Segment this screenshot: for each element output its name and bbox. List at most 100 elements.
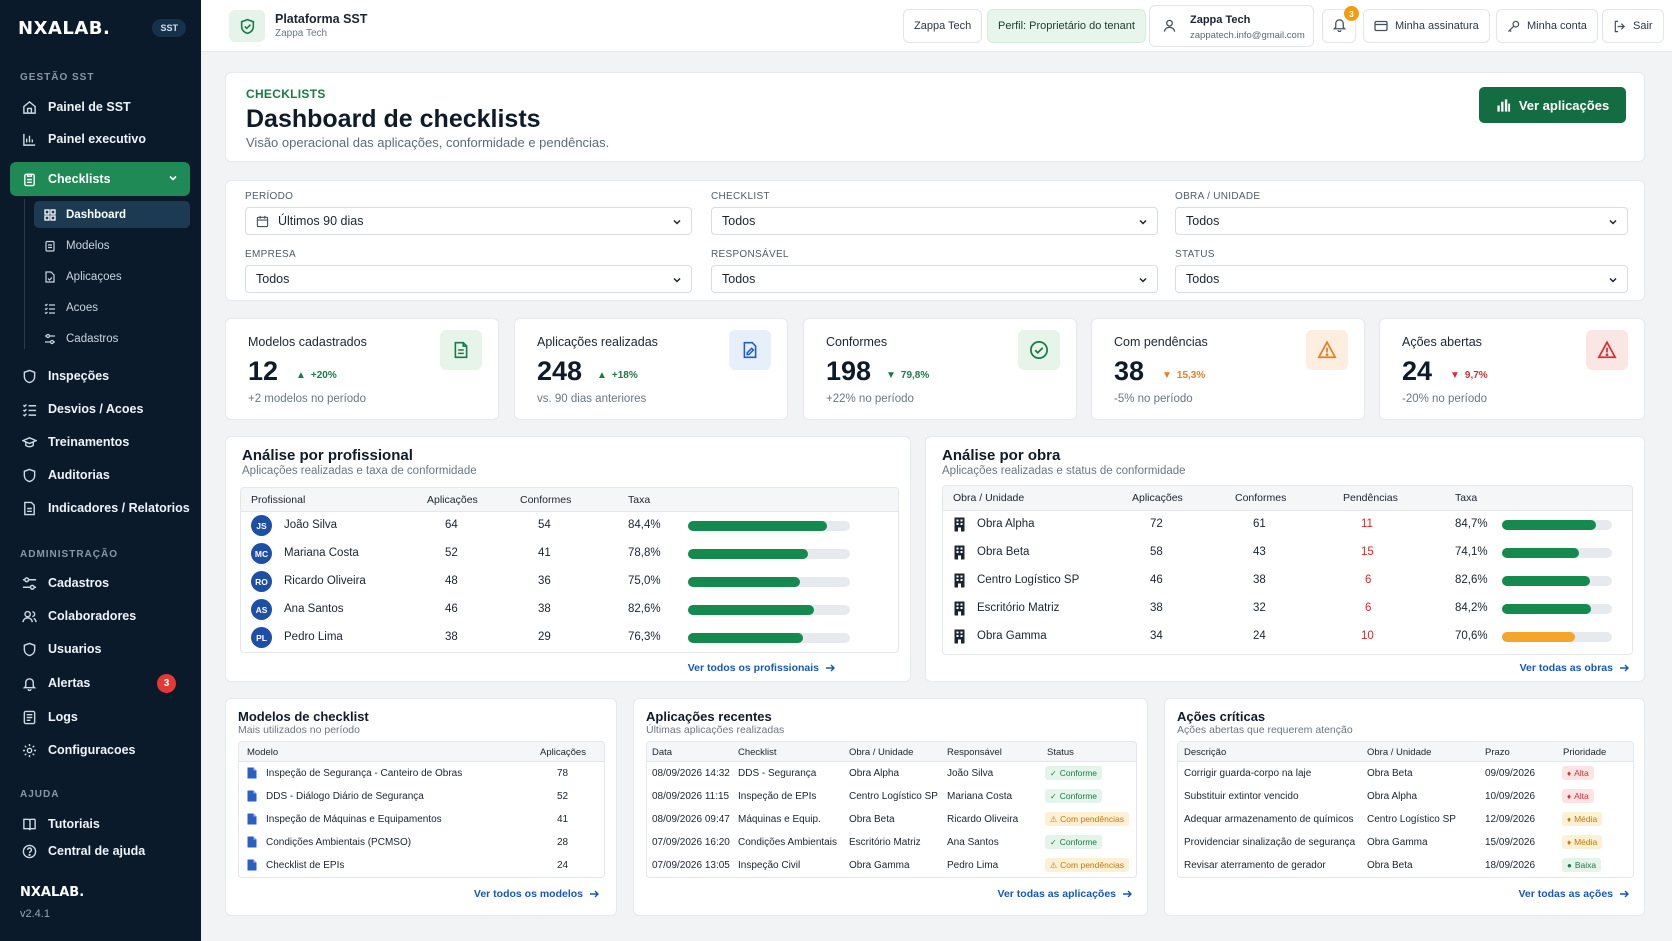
table-row[interactable]: AS Ana Santos 46 38 82,6% [241, 596, 898, 624]
table-row[interactable]: DDS - Diálogo Diário de Segurança 52 [239, 785, 604, 808]
tenant-label: Zappa Tech [914, 20, 972, 32]
check-circle-icon: ✓ [1050, 768, 1057, 778]
sidebar-subitem-cadastros[interactable]: Cadastros [34, 325, 190, 352]
sidebar-subitem-dashboard[interactable]: Dashboard [34, 201, 190, 228]
table-row[interactable]: Obra Gamma 34 24 10 70,6% [943, 623, 1632, 651]
column-header: Obra / Unidade [849, 747, 914, 758]
sidebar-item-label: Colaboradores [48, 609, 137, 623]
table-row[interactable]: Obra Alpha 72 61 11 84,7% [943, 511, 1632, 539]
sidebar-item-logs[interactable]: Logs [10, 702, 190, 732]
subscription-label: Minha assinatura [1395, 20, 1479, 32]
link-label: Ver todas as obras [1519, 662, 1613, 674]
table-row[interactable]: Providenciar sinalização de segurança Obr… [1178, 831, 1633, 854]
table-row[interactable]: 08/09/2026 14:32 DDS - Segurança Obra Alph… [647, 762, 1136, 785]
checklist-name: Condições Ambientais [738, 837, 837, 848]
sidebar-item-painel-sst[interactable]: Painel de SST [10, 92, 190, 122]
sidebar-subitem-aplicacoes[interactable]: Aplicaçoes [34, 263, 190, 290]
account-button[interactable]: Minha conta [1496, 9, 1598, 43]
view-all-applications-link[interactable]: Ver todas as aplicações [998, 888, 1133, 900]
sidebar-item-indicadores[interactable]: Indicadores / Relatorios [10, 493, 190, 523]
table-row[interactable]: Corrigir guarda-corpo na laje Obra Beta 09… [1178, 762, 1633, 785]
filter-obra-select[interactable]: Todos [1175, 207, 1628, 235]
sidebar-item-auditorias[interactable]: Auditorias [10, 460, 190, 490]
list-check-icon [43, 301, 57, 315]
logo[interactable]: NXALAB. [18, 18, 111, 39]
sidebar-subitem-acoes[interactable]: Acoes [34, 294, 190, 321]
table-row[interactable]: Inspeção de Segurança - Canteiro de Obra… [239, 762, 604, 785]
compliant-count: 43 [1253, 546, 1266, 558]
profile-button[interactable]: Perfil: Proprietário do tenant [987, 9, 1146, 43]
applications-count: 52 [557, 791, 569, 802]
compliance-rate: 70,6% [1455, 630, 1488, 642]
column-header: Profissional [251, 494, 306, 506]
filter-label-empresa: EMPRESA [245, 249, 297, 260]
compliant-count: 41 [538, 547, 551, 559]
table-header: Modelo Aplicações [239, 742, 604, 762]
kpi-title: Conformes [826, 335, 888, 349]
table-row[interactable]: Substituir extintor vencido Obra Alpha 10/… [1178, 785, 1633, 808]
subscription-button[interactable]: Minha assinatura [1363, 9, 1490, 43]
kpi-value: 24 [1402, 356, 1433, 386]
sidebar-item-cadastros[interactable]: Cadastros [10, 568, 190, 598]
sidebar-item-desvios[interactable]: Desvios / Acoes [10, 394, 190, 424]
table-row[interactable]: JS João Silva 64 54 84,4% [241, 512, 898, 540]
column-header: Aplicações [427, 494, 478, 506]
responsible-name: João Silva [947, 768, 994, 779]
logout-button[interactable]: Sair [1602, 9, 1664, 43]
professional-name: Mariana Costa [284, 547, 359, 559]
sidebar-subitem-label: Aplicaçoes [66, 270, 122, 283]
view-all-professionals-link[interactable]: Ver todos os profissionais [688, 662, 836, 674]
view-all-models-link[interactable]: Ver todos os modelos [474, 888, 600, 900]
progress-bar [1502, 548, 1612, 558]
table-row[interactable]: Escritório Matriz 38 32 6 84,2% [943, 595, 1632, 623]
filter-periodo-select[interactable]: Últimos 90 dias [245, 207, 692, 235]
building-icon [953, 545, 966, 563]
calendar-icon [256, 215, 269, 228]
notifications-button[interactable]: 3 [1322, 6, 1359, 43]
professional-table: Profissional Aplicações Conformes Taxa J… [240, 487, 899, 653]
table-row[interactable]: 08/09/2026 11:15 Inspeção de EPIs Centro L… [647, 785, 1136, 808]
user-menu[interactable]: Zappa Tech zappatech.info@gmail.com [1149, 5, 1314, 47]
sidebar-item-tutoriais[interactable]: Tutoriais [10, 809, 190, 839]
filter-checklist-select[interactable]: Todos [711, 207, 1158, 235]
table-row[interactable]: Checklist de EPIs 24 [239, 854, 604, 877]
filter-status-select[interactable]: Todos [1175, 265, 1628, 293]
lock-icon: ● [1567, 860, 1572, 870]
filter-empresa-select[interactable]: Todos [245, 265, 692, 293]
tenant-button[interactable]: Zappa Tech [903, 9, 983, 43]
sidebar-item-alertas[interactable]: Alertas 3 [10, 668, 190, 698]
priority-badge: ♦ Média [1562, 835, 1603, 849]
table-row[interactable]: Revisar aterramento de gerador Obra Beta 1… [1178, 854, 1633, 877]
filter-responsavel-select[interactable]: Todos [711, 265, 1158, 293]
sidebar-item-inspecoes[interactable]: Inspeções [10, 361, 190, 391]
sidebar-item-central-ajuda[interactable]: Central de ajuda [10, 836, 190, 866]
table-row[interactable]: MC Mariana Costa 52 41 78,8% [241, 540, 898, 568]
view-all-actions-link[interactable]: Ver todas as ações [1518, 888, 1630, 900]
sidebar-subitem-modelos[interactable]: Modelos [34, 232, 190, 259]
sidebar-item-colaboradores[interactable]: Colaboradores [10, 601, 190, 631]
table-row[interactable]: 07/09/2026 13:05 Inspeção Civil Obra Gamma… [647, 854, 1136, 877]
view-applications-button[interactable]: Ver aplicações [1479, 87, 1626, 123]
chevron-down-icon [1608, 274, 1618, 288]
sidebar-item-checklists[interactable]: Checklists [10, 162, 190, 196]
sidebar-item-configuracoes[interactable]: Configuracoes [10, 735, 190, 765]
sidebar-item-painel-executivo[interactable]: Painel executivo [10, 124, 190, 154]
link-label: Ver todos os profissionais [687, 662, 819, 674]
table-row[interactable]: 08/09/2026 09:47 Máquinas e Equip. Obra Be… [647, 808, 1136, 831]
user-name: Zappa Tech [1190, 14, 1251, 26]
table-row[interactable]: Centro Logístico SP 46 38 6 82,6% [943, 567, 1632, 595]
table-row[interactable]: Condições Ambientais (PCMSO) 28 [239, 831, 604, 854]
progress-bar-fill [1502, 576, 1590, 586]
applications-count: 38 [1150, 602, 1163, 614]
table-row[interactable]: Inspeção de Máquinas e Equipamentos 41 [239, 808, 604, 831]
column-header: Modelo [247, 747, 279, 758]
applications-count: 41 [557, 814, 569, 825]
sidebar-item-treinamentos[interactable]: Treinamentos [10, 427, 190, 457]
table-row[interactable]: RO Ricardo Oliveira 48 36 75,0% [241, 568, 898, 596]
table-row[interactable]: PL Pedro Lima 38 29 76,3% [241, 624, 898, 652]
table-row[interactable]: Obra Beta 58 43 15 74,1% [943, 539, 1632, 567]
table-row[interactable]: 07/09/2026 16:20 Condições Ambientais Escr… [647, 831, 1136, 854]
table-row[interactable]: Adequar armazenamento de químicos Centro … [1178, 808, 1633, 831]
sidebar-item-usuarios[interactable]: Usuarios [10, 634, 190, 664]
view-all-sites-link[interactable]: Ver todas as obras [1520, 662, 1630, 674]
